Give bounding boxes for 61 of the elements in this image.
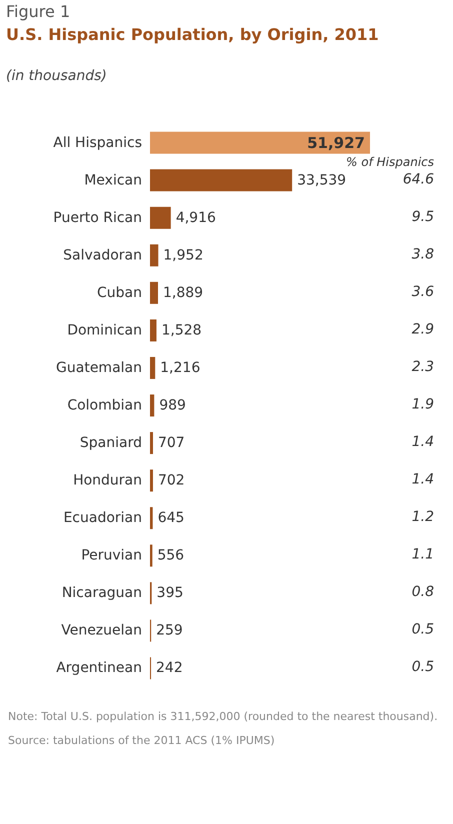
data-label: 4,916 — [176, 210, 216, 226]
y-tick-label: Guatemalan — [56, 360, 142, 376]
text: 1.2 — [412, 509, 434, 526]
data-label: 242 — [156, 660, 183, 676]
data-label: 556 — [157, 548, 184, 564]
data-label: 33,539 — [297, 172, 346, 188]
text: 1.4 — [412, 472, 434, 488]
bar — [150, 470, 153, 492]
y-tick-label: Ecuadorian — [63, 510, 142, 526]
bar — [150, 169, 292, 192]
y-tick-label: Honduran — [73, 472, 142, 489]
bar — [150, 244, 158, 266]
y-tick-label: Venezuelan — [61, 622, 142, 639]
data-label: 702 — [158, 472, 185, 489]
chart-title: U.S. Hispanic Population, by Origin, 2011 — [6, 24, 380, 45]
source-note: Source: tabulations of the 2011 ACS (1% IPUMS) — [8, 734, 276, 748]
chart-subtitle: (in thousands) — [6, 68, 107, 84]
text: 9.5 — [412, 208, 434, 225]
bar — [150, 507, 153, 530]
y-tick-label: Colombian — [67, 398, 142, 414]
text: 3.6 — [412, 284, 434, 300]
text: 3.8 — [412, 246, 434, 262]
y-tick-label: Mexican — [84, 172, 142, 188]
bar — [150, 432, 153, 454]
y-tick-label: Peruvian — [81, 548, 142, 564]
text: 0.5 — [412, 622, 434, 638]
data-label: 1,952 — [163, 247, 204, 264]
text: 2.9 — [412, 321, 434, 338]
y-tick-label: Puerto Rican — [53, 210, 142, 226]
data-label: 1,889 — [163, 284, 204, 301]
text: 0.8 — [412, 584, 434, 600]
y-tick-label: Salvadoran — [63, 247, 142, 264]
y-tick-label: Nicaraguan — [62, 585, 142, 602]
y-tick-label: All Hispanics — [53, 134, 142, 151]
text: 1.9 — [412, 396, 434, 412]
data-label: 707 — [158, 435, 185, 452]
bar — [150, 206, 171, 229]
bar — [150, 132, 370, 154]
data-label: 259 — [156, 622, 183, 639]
y-tick-label: Dominican — [67, 322, 142, 338]
bar — [150, 394, 154, 416]
y-tick-label: Spaniard — [80, 435, 142, 452]
data-label: 645 — [158, 510, 184, 526]
data-label: 1,528 — [161, 322, 202, 338]
annotation: % of Hispanics — [346, 154, 434, 169]
bar — [150, 319, 156, 342]
y-tick-label: Argentinean — [56, 660, 142, 676]
y-tick-label: Cuban — [97, 284, 142, 301]
text: 1.4 — [412, 434, 434, 450]
data-label: 51,927 — [307, 134, 365, 152]
data-label: 989 — [159, 398, 186, 414]
caption: Figure 1 — [6, 2, 70, 21]
text: 0.5 — [412, 659, 434, 676]
text: 64.6 — [402, 171, 434, 188]
data-label: 395 — [156, 585, 184, 602]
text: 1.1 — [412, 546, 434, 563]
bar — [150, 282, 158, 304]
text: Note: Total U.S. population is 311,592,000 (rounded to the nearest thousand). — [8, 710, 439, 724]
bar — [150, 356, 156, 379]
text: 2.3 — [412, 358, 434, 375]
data-label: 1,216 — [160, 360, 200, 376]
